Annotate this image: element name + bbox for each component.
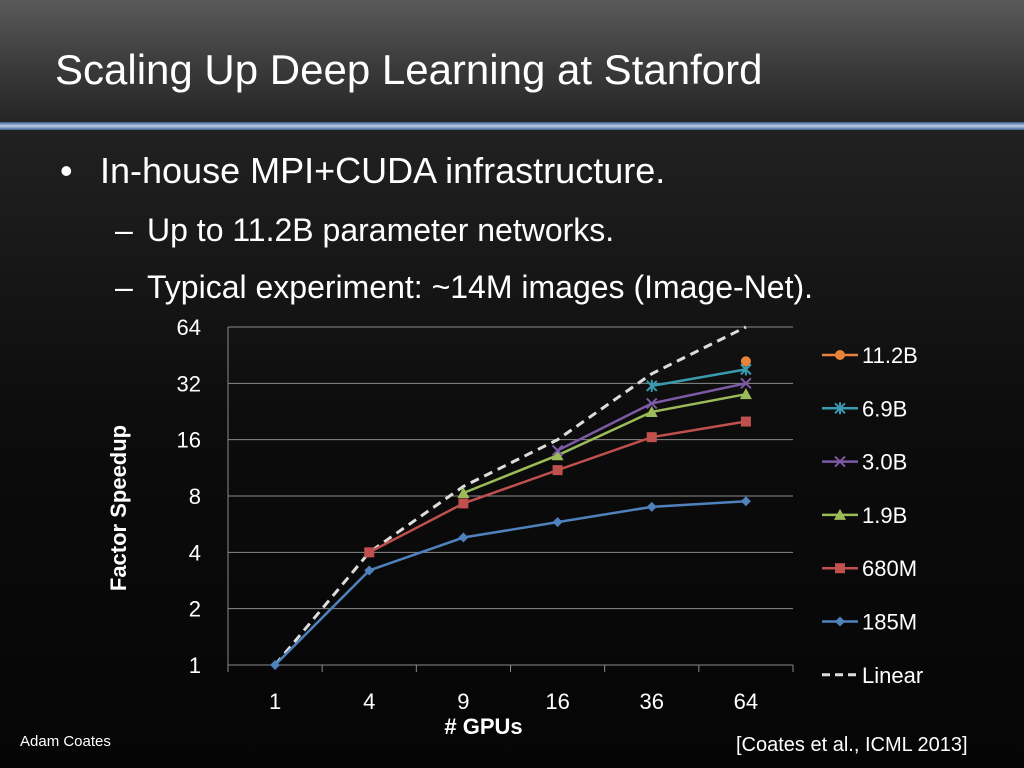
bullet-dash-icon: – [115, 212, 133, 248]
legend-label-linear: Linear [862, 663, 923, 688]
series-line-linear [273, 325, 747, 666]
y-tick-label: 4 [189, 540, 201, 565]
data-point-6-9b [646, 379, 658, 392]
data-point-185m [270, 660, 281, 670]
series-line-1-9b [462, 392, 747, 495]
data-point-185m [458, 532, 469, 543]
title-divider [0, 122, 1024, 130]
data-point-185m [552, 517, 563, 528]
data-point-185m [646, 501, 657, 512]
data-point-680m [458, 498, 469, 509]
legend-label-3-0b: 3.0B [862, 450, 907, 475]
legend-marker-3-0b [834, 455, 846, 468]
footer-citation: [Coates et al., ICML 2013] [736, 734, 968, 756]
data-point-1-9b [457, 487, 470, 499]
data-point-680m [364, 547, 375, 558]
legend-marker-185m [835, 616, 845, 627]
bullet-main: • In-house MPI+CUDA infrastructure. [60, 150, 665, 192]
data-point-185m [740, 496, 751, 507]
x-tick-label: 1 [269, 689, 281, 714]
series-line-6-9b [651, 368, 747, 388]
legend-label-680m: 680M [862, 556, 917, 581]
data-point-680m [740, 416, 751, 427]
bullet-main-text: In-house MPI+CUDA infrastructure. [100, 150, 666, 191]
footer-author: Adam Coates [20, 733, 111, 750]
y-tick-label: 16 [177, 428, 201, 453]
data-point-1-9b [645, 405, 658, 417]
data-point-3-0b [740, 377, 752, 390]
data-point-3-0b [646, 397, 658, 410]
bullet-sub-2-text: Typical experiment: ~14M images (Image-N… [147, 269, 814, 305]
bullet-sub-1: – Up to 11.2B parameter networks. [115, 212, 614, 249]
legend-marker-1-9b [834, 508, 846, 520]
title-bar: Scaling Up Deep Learning at Stanford [0, 0, 1024, 122]
y-tick-label: 8 [189, 484, 201, 509]
legend-marker-6-9b [834, 402, 846, 415]
data-point-185m [364, 565, 375, 576]
bullet-dot-icon: • [60, 150, 73, 191]
slide-title: Scaling Up Deep Learning at Stanford [55, 46, 763, 93]
data-point-1-9b [739, 388, 752, 400]
x-tick-label: 9 [457, 689, 469, 714]
x-tick-label: 36 [640, 689, 664, 714]
bullet-sub-1-text: Up to 11.2B parameter networks. [147, 212, 615, 248]
x-tick-label: 16 [545, 689, 569, 714]
legend-label-185m: 185M [862, 610, 917, 635]
legend-label-6-9b: 6.9B [862, 396, 907, 421]
data-point-3-0b [551, 444, 564, 457]
legend-marker-11-2b [835, 350, 845, 360]
legend-marker-680m [835, 563, 845, 574]
bullet-dash-icon: – [115, 269, 133, 305]
legend-label-1-9b: 1.9B [862, 503, 907, 528]
data-point-680m [552, 465, 563, 476]
y-tick-label: 64 [177, 315, 201, 340]
data-point-11-2b [740, 356, 751, 367]
data-point-1-9b [551, 449, 564, 461]
data-point-680m [646, 432, 657, 443]
legend-label-11-2b: 11.2B [862, 343, 918, 368]
x-axis-title: # GPUs [444, 714, 522, 739]
y-tick-label: 1 [189, 653, 201, 678]
x-tick-label: 4 [363, 689, 375, 714]
y-axis-title: Factor Speedup [106, 425, 131, 591]
y-tick-label: 2 [189, 597, 201, 622]
x-tick-label: 64 [734, 689, 758, 714]
series-line-185m [274, 499, 746, 666]
y-tick-label: 32 [177, 371, 201, 396]
bullet-sub-2: – Typical experiment: ~14M images (Image-… [115, 269, 813, 306]
